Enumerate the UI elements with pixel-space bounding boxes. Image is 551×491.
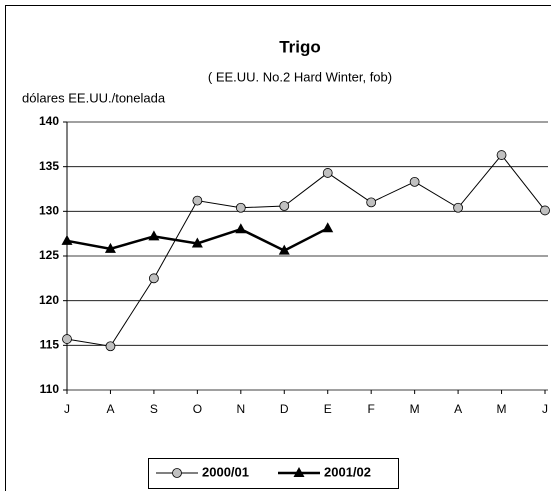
legend-marker <box>293 467 305 477</box>
x-tick-label: M <box>410 402 420 416</box>
chart-title: Trigo <box>279 37 321 56</box>
y-axis-label: dólares EE.UU./tonelada <box>22 90 166 105</box>
y-tick-label: 115 <box>40 338 60 352</box>
point <box>540 205 550 216</box>
x-tick-label: N <box>236 402 245 416</box>
point <box>191 237 203 248</box>
y-tick-label: 140 <box>39 114 59 128</box>
point <box>149 273 159 284</box>
x-tick-label: J <box>542 402 548 416</box>
legend-label: 2001/02 <box>324 464 371 479</box>
x-tick-label: A <box>106 402 114 416</box>
x-tick-label: J <box>64 402 70 416</box>
y-tick-label: 130 <box>39 204 59 218</box>
y-tick-label: 125 <box>39 248 59 262</box>
x-tick-label: D <box>280 402 289 416</box>
point <box>105 341 116 352</box>
point <box>366 197 377 208</box>
x-tick-label: S <box>150 402 158 416</box>
legend-marker <box>172 468 182 478</box>
frame <box>5 5 551 491</box>
y-tick-label: 110 <box>40 382 60 396</box>
x-tick-label: E <box>324 402 332 416</box>
point <box>104 242 116 253</box>
point <box>322 168 333 178</box>
point <box>235 223 247 234</box>
x-tick-label: O <box>193 402 202 416</box>
legend-label: 2000/01 <box>202 464 249 479</box>
point <box>62 334 72 344</box>
y-tick-label: 135 <box>39 159 59 173</box>
point <box>192 195 203 206</box>
point <box>409 176 420 187</box>
series-line <box>66 154 546 347</box>
point <box>279 201 290 211</box>
y-tick-label: 120 <box>39 293 59 307</box>
point <box>148 230 160 241</box>
x-tick-label: F <box>368 402 375 416</box>
chart-subtitle: ( EE.UU. No.2 Hard Winter, fob) <box>208 69 392 84</box>
point <box>496 150 507 160</box>
x-tick-label: A <box>454 402 462 416</box>
point <box>61 234 73 245</box>
point <box>278 244 290 255</box>
point <box>453 202 463 213</box>
x-tick-label: M <box>497 402 507 416</box>
point <box>235 202 246 213</box>
point <box>322 222 334 233</box>
